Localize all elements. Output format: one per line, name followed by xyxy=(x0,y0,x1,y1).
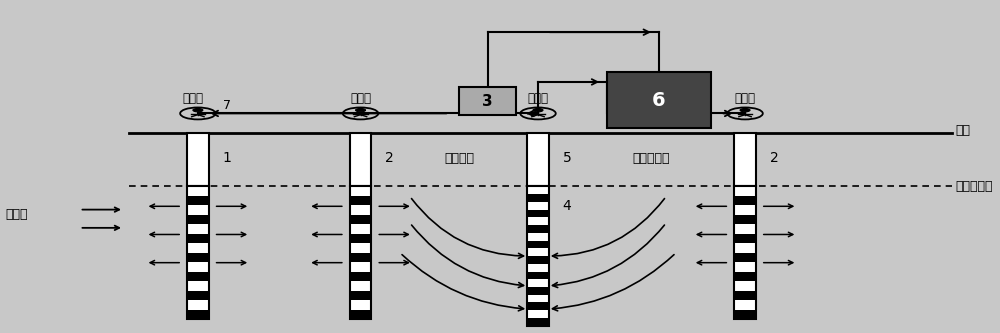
Bar xyxy=(527,225,549,233)
Bar xyxy=(459,87,516,115)
Bar xyxy=(734,215,756,224)
Bar xyxy=(527,310,549,318)
Bar xyxy=(527,256,549,264)
Bar xyxy=(350,224,371,234)
Bar xyxy=(187,196,209,205)
Bar xyxy=(187,224,209,234)
Circle shape xyxy=(193,109,203,112)
Text: 地下水: 地下水 xyxy=(6,208,28,221)
Text: 配药设施: 配药设施 xyxy=(444,152,474,165)
Bar xyxy=(734,253,756,262)
Text: 5: 5 xyxy=(563,151,571,165)
Bar xyxy=(527,194,549,202)
Text: 注射井: 注射井 xyxy=(350,92,371,105)
Bar xyxy=(734,310,756,319)
Text: 7: 7 xyxy=(223,99,231,112)
Bar xyxy=(527,217,549,225)
Bar xyxy=(350,262,371,272)
Text: 2: 2 xyxy=(385,151,394,165)
Bar xyxy=(350,196,371,205)
Bar xyxy=(187,243,209,253)
Bar xyxy=(527,248,549,256)
FancyArrowPatch shape xyxy=(412,198,524,258)
Text: 1: 1 xyxy=(223,151,231,165)
Bar xyxy=(527,186,549,326)
Bar xyxy=(734,186,756,319)
Text: 补水井: 补水井 xyxy=(182,92,203,105)
Bar xyxy=(350,186,371,319)
Text: 注射井: 注射井 xyxy=(735,92,756,105)
Text: 2: 2 xyxy=(770,151,778,165)
Text: 地面: 地面 xyxy=(955,124,970,137)
Bar xyxy=(734,243,756,253)
Bar xyxy=(187,133,209,186)
Bar xyxy=(734,186,756,196)
Bar xyxy=(734,272,756,281)
Text: 抽提井: 抽提井 xyxy=(528,92,549,105)
Bar xyxy=(350,205,371,215)
Text: 4: 4 xyxy=(563,199,571,213)
Bar xyxy=(734,224,756,234)
Bar xyxy=(350,243,371,253)
FancyArrowPatch shape xyxy=(412,225,524,287)
Text: 水处理设施: 水处理设施 xyxy=(633,152,670,165)
FancyArrowPatch shape xyxy=(552,225,664,287)
Bar xyxy=(527,264,549,271)
Bar xyxy=(350,300,371,310)
Bar xyxy=(350,272,371,281)
Bar xyxy=(187,215,209,224)
Circle shape xyxy=(740,109,750,112)
Bar xyxy=(527,271,549,279)
Bar xyxy=(187,186,209,319)
Bar xyxy=(527,186,549,194)
Bar xyxy=(527,240,549,248)
Bar xyxy=(734,291,756,300)
Bar xyxy=(527,202,549,209)
Bar xyxy=(527,318,549,326)
Bar xyxy=(187,205,209,215)
Bar xyxy=(187,291,209,300)
Bar xyxy=(187,234,209,243)
Bar xyxy=(734,205,756,215)
Bar xyxy=(734,234,756,243)
Bar xyxy=(350,234,371,243)
Bar xyxy=(350,133,371,186)
Bar xyxy=(350,281,371,291)
Bar xyxy=(527,295,549,302)
FancyArrowPatch shape xyxy=(553,198,665,258)
Bar xyxy=(607,72,711,128)
Bar xyxy=(187,310,209,319)
Text: 6: 6 xyxy=(652,91,666,110)
Bar xyxy=(350,186,371,196)
Text: 3: 3 xyxy=(482,94,493,109)
Bar xyxy=(527,287,549,295)
Bar xyxy=(187,300,209,310)
Text: 地下水位线: 地下水位线 xyxy=(955,180,993,193)
Circle shape xyxy=(356,109,366,112)
Bar xyxy=(527,279,549,287)
Circle shape xyxy=(533,109,543,112)
Bar xyxy=(734,262,756,272)
Bar xyxy=(187,281,209,291)
Bar xyxy=(734,281,756,291)
Bar xyxy=(350,253,371,262)
Bar xyxy=(527,233,549,240)
Bar xyxy=(350,310,371,319)
Bar xyxy=(187,253,209,262)
FancyArrowPatch shape xyxy=(402,255,524,311)
Bar xyxy=(527,133,549,186)
Bar xyxy=(187,262,209,272)
Bar xyxy=(187,272,209,281)
FancyArrowPatch shape xyxy=(553,255,674,311)
Bar xyxy=(734,300,756,310)
Bar xyxy=(187,186,209,196)
Bar xyxy=(734,196,756,205)
Bar xyxy=(527,302,549,310)
Bar xyxy=(527,209,549,217)
Bar xyxy=(350,215,371,224)
Bar xyxy=(734,133,756,186)
Bar xyxy=(350,291,371,300)
